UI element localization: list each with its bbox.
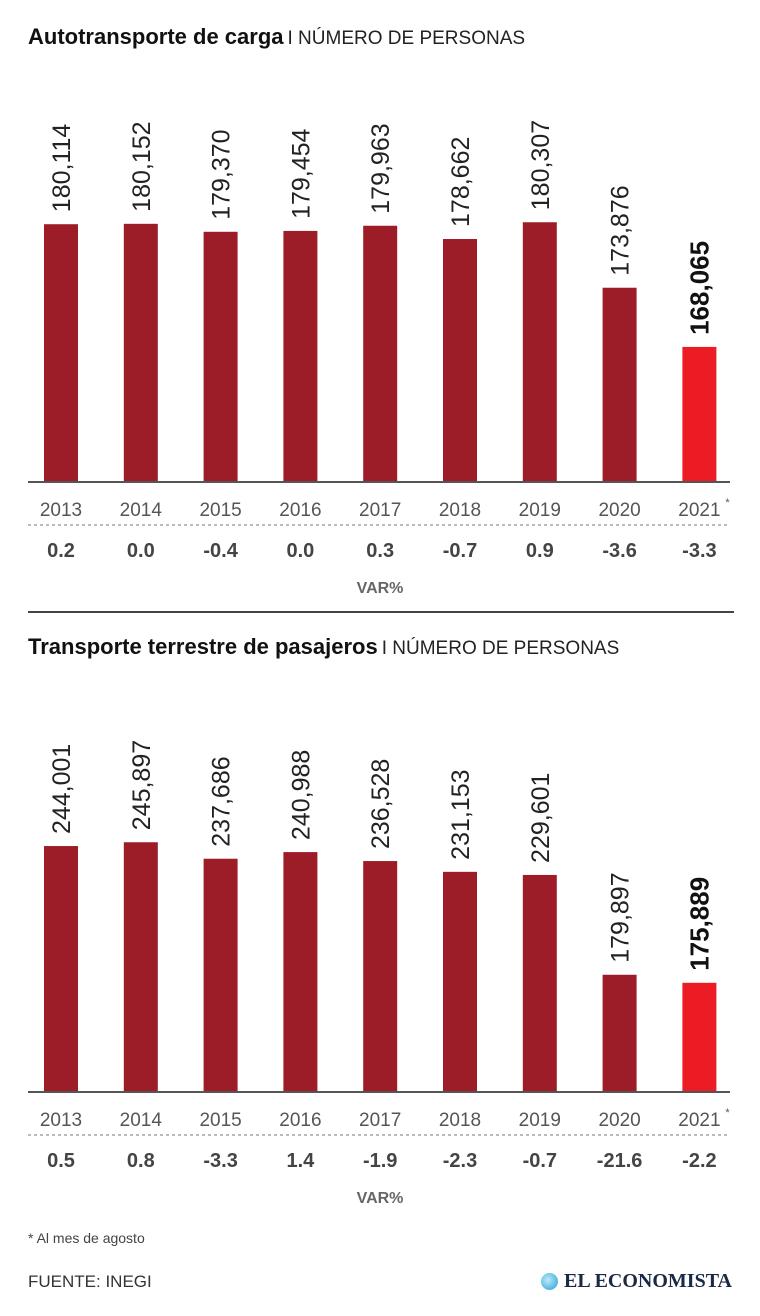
year-label: 2019: [519, 500, 561, 521]
var-pct: -3.3: [682, 540, 716, 562]
year-label: 2018: [439, 1110, 481, 1131]
source: FUENTE: INEGI: [28, 1272, 152, 1291]
year-label: 2020: [598, 500, 640, 521]
value-label: 173,876: [607, 185, 635, 275]
value-label: 179,963: [367, 123, 395, 213]
year-label: 2019: [519, 1110, 561, 1131]
logo-icon: [541, 1273, 558, 1290]
value-label: 175,889: [684, 877, 714, 971]
year-label: 2015: [199, 1110, 241, 1131]
chart-1: 180,114 2013 0.2 180,152 2014 0.0 179,370 2015 -…: [28, 120, 730, 597]
year-label: 2015: [199, 500, 241, 521]
year-label: 2016: [279, 500, 321, 521]
bar: [123, 842, 158, 1092]
el-economista-logo: EL ECONOMISTA: [541, 1270, 732, 1293]
var-label: VAR%: [357, 580, 404, 597]
bar: [203, 231, 238, 482]
bar: [682, 346, 717, 482]
year-label: 2016: [279, 1110, 321, 1131]
var-pct: 0.0: [286, 540, 314, 562]
year-label: 2017: [359, 500, 401, 521]
var-pct: -0.7: [443, 540, 477, 562]
var-pct: 0.0: [127, 540, 155, 562]
bar: [682, 982, 717, 1092]
bar: [203, 858, 238, 1092]
bar: [363, 225, 398, 482]
var-label: VAR%: [357, 1190, 404, 1207]
value-label: 180,152: [128, 121, 156, 211]
var-pct: -3.6: [602, 540, 636, 562]
year-label: 2017: [359, 1110, 401, 1131]
year-label: 2013: [40, 500, 82, 521]
year-label: 2014: [120, 500, 163, 521]
var-pct: -2.2: [682, 1150, 716, 1172]
divider: [28, 611, 734, 613]
bar: [363, 861, 398, 1092]
var-pct: 0.8: [127, 1150, 155, 1172]
value-label: 245,897: [128, 740, 156, 830]
var-pct: 0.5: [47, 1150, 75, 1172]
var-pct: -1.9: [363, 1150, 397, 1172]
value-label: 231,153: [447, 769, 475, 859]
year-label: 2021: [678, 500, 720, 521]
footnote: * Al mes de agosto: [28, 1230, 145, 1246]
year-label: 2021: [678, 1110, 720, 1131]
bar: [522, 874, 557, 1092]
var-pct: 1.4: [286, 1150, 315, 1172]
value-label: 237,686: [208, 756, 236, 846]
bar: [522, 222, 557, 482]
value-label: 178,662: [447, 137, 475, 227]
value-label: 180,307: [527, 120, 555, 210]
year-label: 2014: [120, 1110, 163, 1131]
year-label: 2018: [439, 500, 481, 521]
bar: [283, 230, 318, 482]
year-label: 2013: [40, 1110, 82, 1131]
chart-2-title: Transporte terrestre de pasajeros I NÚMER…: [28, 634, 620, 659]
value-label: 179,454: [287, 128, 315, 218]
bar: [123, 223, 158, 482]
var-pct: -0.7: [523, 1150, 557, 1172]
value-label: 229,601: [527, 773, 555, 863]
var-pct: 0.9: [526, 540, 554, 562]
value-label: 240,988: [287, 750, 315, 840]
value-label: 179,370: [208, 129, 236, 219]
footnote-mark: *: [725, 497, 730, 509]
value-label: 244,001: [48, 744, 76, 834]
value-label: 180,114: [48, 124, 76, 213]
var-pct: -21.6: [597, 1150, 643, 1172]
bar: [44, 224, 78, 482]
bar: [602, 287, 637, 482]
chart-1-title: Autotransporte de carga I NÚMERO DE PERSO…: [28, 24, 526, 49]
var-pct: -2.3: [443, 1150, 477, 1172]
value-label: 236,528: [367, 759, 395, 849]
bar: [443, 238, 477, 482]
value-label: 179,897: [607, 872, 635, 962]
bar: [602, 974, 637, 1092]
footnote-mark: *: [725, 1107, 730, 1119]
bar: [44, 846, 78, 1092]
value-label: 168,065: [684, 241, 714, 335]
var-pct: -0.4: [203, 540, 238, 562]
bar: [443, 871, 477, 1092]
year-label: 2020: [598, 1110, 640, 1131]
var-pct: -3.3: [203, 1150, 237, 1172]
var-pct: 0.2: [47, 540, 75, 562]
var-pct: 0.3: [366, 540, 394, 562]
bar: [283, 852, 318, 1092]
chart-2: 244,001 2013 0.5 245,897 2014 0.8 237,686 2015 -…: [28, 740, 730, 1207]
